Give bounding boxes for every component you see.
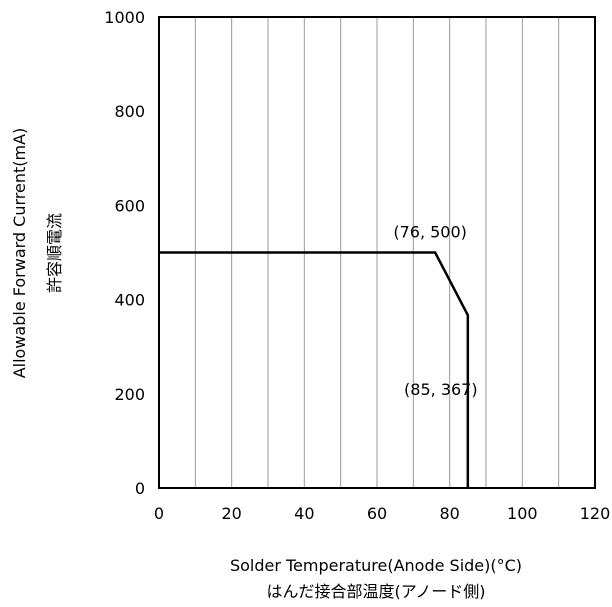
x-tick-label: 0 <box>154 504 164 523</box>
x-tick-labels: 0 20 40 60 80 100 120 <box>154 504 610 523</box>
series-line <box>159 253 468 489</box>
x-tick-label: 40 <box>294 504 314 523</box>
y-tick-label: 0 <box>135 479 145 498</box>
y-tick-label: 600 <box>114 196 145 215</box>
x-axis-title-jp: はんだ接合部温度(アノード側) <box>266 582 485 601</box>
series-group <box>159 253 468 489</box>
annotation-label: (76, 500) <box>393 223 467 242</box>
y-tick-labels: 0 200 400 600 800 1000 <box>104 8 145 498</box>
x-tick-label: 120 <box>580 504 611 523</box>
x-tick-label: 80 <box>439 504 459 523</box>
y-tick-label: 1000 <box>104 8 145 27</box>
x-axis-title: Solder Temperature(Anode Side)(°C) <box>230 556 522 575</box>
x-tick-label: 100 <box>507 504 538 523</box>
y-tick-label: 200 <box>114 385 145 404</box>
x-tick-label: 20 <box>221 504 241 523</box>
y-tick-label: 400 <box>114 291 145 310</box>
y-axis-title-jp: 許容順電流 <box>45 213 64 293</box>
x-tick-label: 60 <box>367 504 387 523</box>
y-axis-title: Allowable Forward Current(mA) <box>10 128 29 379</box>
annotation-label: (85, 367) <box>404 380 478 399</box>
y-tick-label: 800 <box>114 102 145 121</box>
